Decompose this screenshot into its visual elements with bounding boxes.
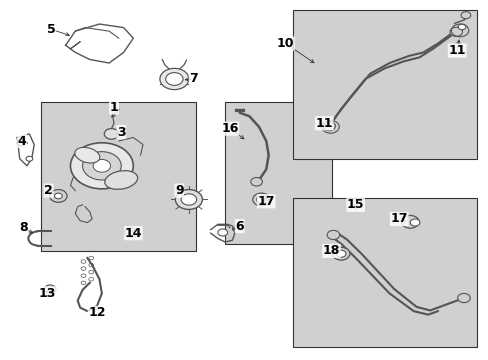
Circle shape xyxy=(460,12,470,19)
Text: 11: 11 xyxy=(315,117,332,130)
Circle shape xyxy=(256,196,265,203)
Text: 1: 1 xyxy=(109,101,118,114)
Circle shape xyxy=(82,152,121,180)
Text: 17: 17 xyxy=(389,212,407,225)
Text: 17: 17 xyxy=(257,195,274,208)
Circle shape xyxy=(160,68,188,90)
Text: 2: 2 xyxy=(44,184,53,197)
Circle shape xyxy=(181,194,196,205)
Circle shape xyxy=(104,129,119,139)
Circle shape xyxy=(175,190,202,210)
Circle shape xyxy=(250,177,262,186)
Circle shape xyxy=(449,27,462,36)
Circle shape xyxy=(17,140,25,145)
Circle shape xyxy=(401,215,418,228)
Bar xyxy=(224,102,331,244)
Circle shape xyxy=(457,24,465,30)
Text: 3: 3 xyxy=(117,126,125,139)
Circle shape xyxy=(326,230,339,239)
Ellipse shape xyxy=(75,147,100,163)
Circle shape xyxy=(332,247,349,260)
Bar xyxy=(41,102,196,251)
Text: 11: 11 xyxy=(447,44,465,57)
Circle shape xyxy=(252,193,269,206)
Bar xyxy=(292,10,476,159)
Bar xyxy=(292,198,476,347)
Text: 15: 15 xyxy=(346,198,364,211)
Circle shape xyxy=(70,143,133,189)
Text: 16: 16 xyxy=(221,122,238,135)
Text: 14: 14 xyxy=(124,227,142,240)
Circle shape xyxy=(26,156,33,161)
Text: 18: 18 xyxy=(322,244,340,257)
Circle shape xyxy=(409,219,419,226)
Circle shape xyxy=(124,228,137,237)
Text: 4: 4 xyxy=(18,135,26,148)
Circle shape xyxy=(165,73,183,85)
Circle shape xyxy=(322,122,335,131)
Text: 6: 6 xyxy=(235,220,244,233)
Circle shape xyxy=(50,190,67,202)
Circle shape xyxy=(54,193,62,199)
Text: 12: 12 xyxy=(88,306,105,319)
Circle shape xyxy=(93,159,110,172)
Text: 7: 7 xyxy=(189,72,198,85)
Circle shape xyxy=(218,229,227,236)
Circle shape xyxy=(457,293,469,303)
Circle shape xyxy=(336,250,346,257)
Text: 9: 9 xyxy=(175,184,183,197)
Text: 13: 13 xyxy=(39,287,56,300)
Text: 8: 8 xyxy=(19,221,28,234)
Circle shape xyxy=(130,231,138,237)
Circle shape xyxy=(44,285,56,293)
Text: 10: 10 xyxy=(276,37,294,50)
Circle shape xyxy=(263,198,268,203)
Ellipse shape xyxy=(104,171,137,189)
Text: 5: 5 xyxy=(47,23,55,36)
